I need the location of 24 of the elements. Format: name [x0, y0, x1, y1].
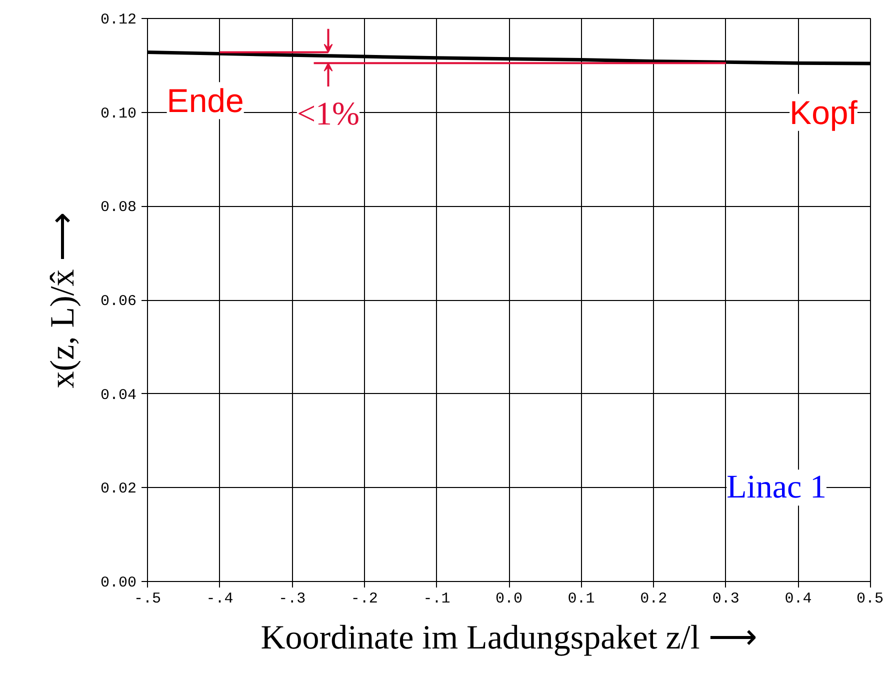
annotation: <1% — [296, 96, 360, 133]
x-tick-label: -.1 — [423, 590, 450, 608]
y-tick-label: 0.02 — [100, 480, 137, 498]
y-tick-label: 0.00 — [100, 574, 137, 592]
x-tick-label: -.2 — [350, 590, 378, 608]
x-tick-label: 0.1 — [568, 590, 595, 608]
y-axis-title: x(z, L)/x̂ ⟶ — [44, 212, 82, 388]
x-tick-label: 0.4 — [784, 590, 812, 608]
x-tick-label: 0.5 — [856, 590, 883, 608]
x-tick-label: -.3 — [278, 590, 306, 608]
x-axis-title: Koordinate im Ladungspaket z/l ⟶ — [260, 620, 758, 656]
y-tick-label: 0.08 — [100, 199, 137, 216]
x-tick-label: 0.3 — [712, 590, 740, 608]
annotation: Kopf — [790, 94, 858, 131]
x-tick-label: -.5 — [134, 590, 162, 608]
annotation: Ende — [166, 82, 244, 120]
y-tick-label: 0.04 — [100, 386, 137, 404]
x-tick-label: 0.0 — [496, 590, 523, 608]
y-tick-label: 0.10 — [100, 105, 137, 122]
x-tick-label: -.4 — [206, 590, 234, 608]
x-tick-label: 0.2 — [640, 590, 668, 608]
annotation: Linac 1 — [726, 470, 826, 506]
y-tick-label: 0.12 — [100, 12, 137, 28]
y-tick-label: 0.06 — [100, 293, 137, 310]
